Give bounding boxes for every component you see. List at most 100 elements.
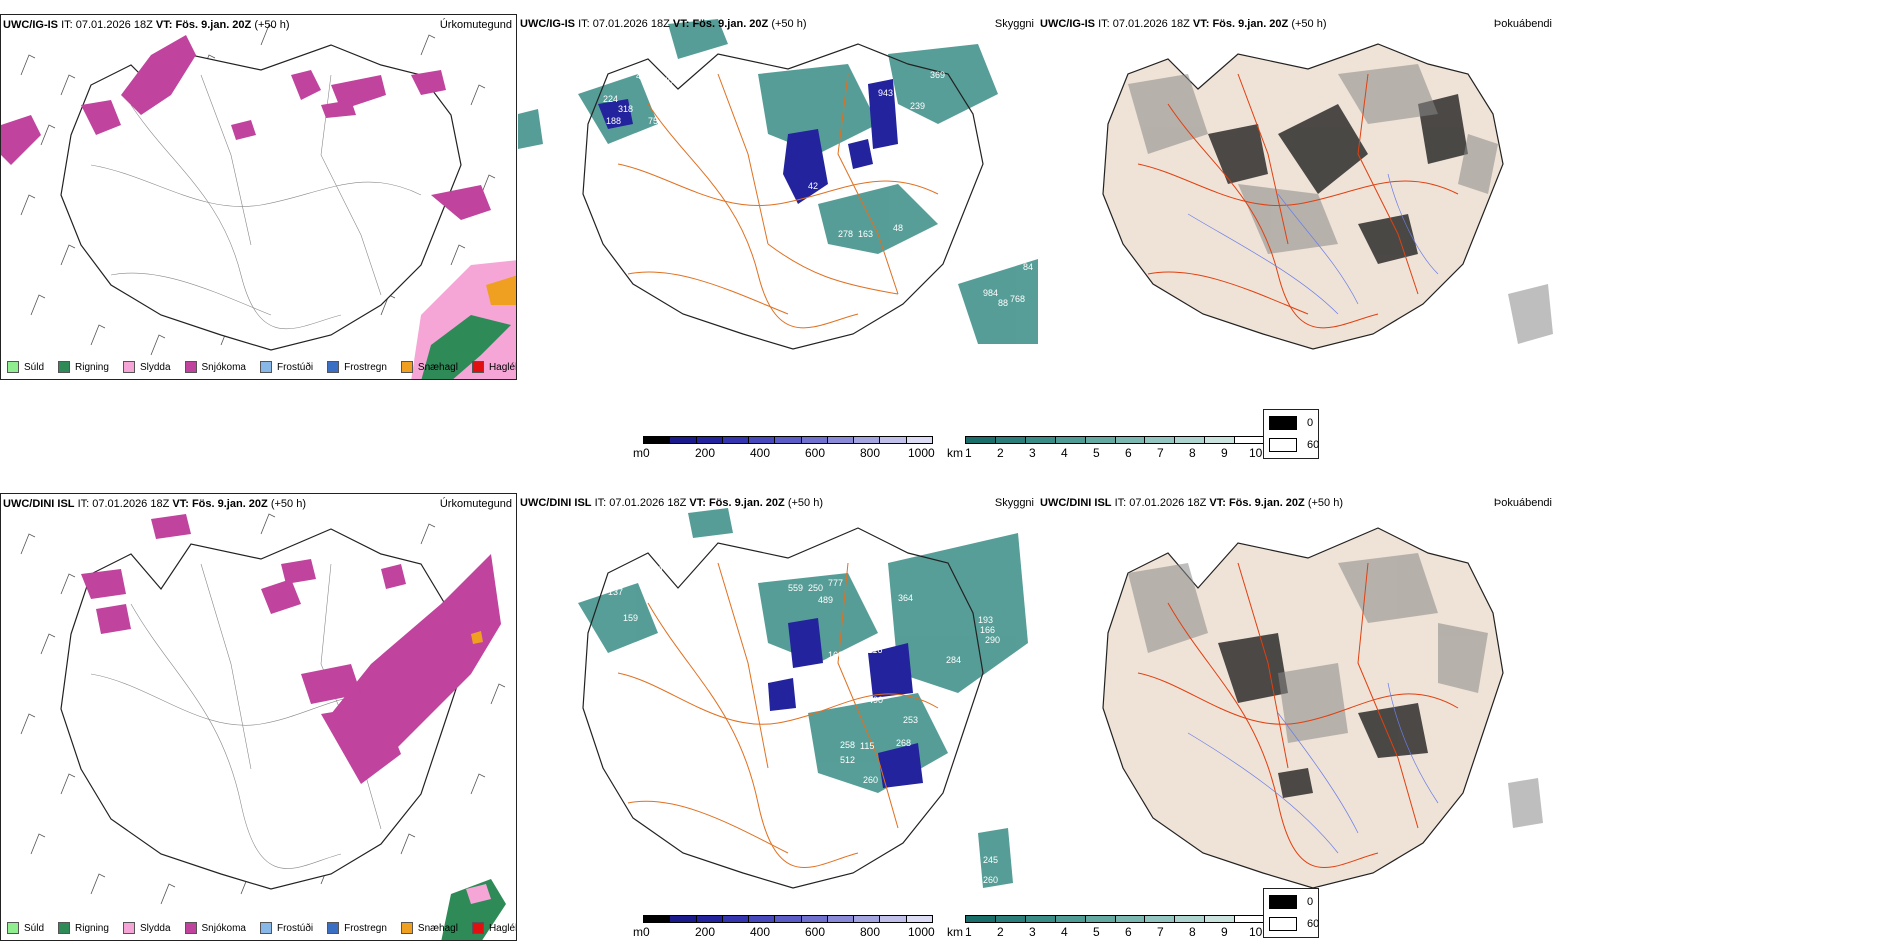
legend-item: Snæhagl xyxy=(400,922,458,934)
precip-legend-top: Súld Rigning Slydda Snjókoma Frostúði Fr… xyxy=(7,361,516,373)
iceland-outline xyxy=(60,528,462,890)
precip-param-top: Úrkomutegund xyxy=(439,19,512,31)
legend-item: Súld xyxy=(7,361,44,373)
map-label: 239 xyxy=(910,101,925,111)
height-unit: m xyxy=(633,446,643,460)
cloud-tick: 5 xyxy=(1093,925,1100,939)
map-label: 235 xyxy=(848,650,863,660)
height-colorbar-bottom: m 0 200 400 600 800 1000 xyxy=(633,915,935,943)
height-tick: 800 xyxy=(860,446,881,460)
legend-swatch-drizzle xyxy=(7,922,19,934)
map-label: 258 xyxy=(840,740,855,750)
legend-item: Frostregn xyxy=(327,922,387,934)
fog-map-top xyxy=(1102,43,1553,350)
map-label: 369 xyxy=(930,70,945,80)
map-label: 559 xyxy=(788,583,803,593)
cloud-base-panel-bottom: 110 137 159 559 250 777 489 364 166 235 … xyxy=(518,493,1038,913)
height-colorbar-top: m 0 200 400 600 800 1000 xyxy=(633,436,935,464)
height-unit: m xyxy=(633,925,643,939)
fog-dark-areas xyxy=(1218,633,1428,798)
map-label: 489 xyxy=(818,595,833,605)
map-label: 42 xyxy=(808,181,818,191)
snow-pellet-area xyxy=(486,275,516,305)
precip-type-map-bottom xyxy=(20,513,506,940)
height-tick: 400 xyxy=(750,446,771,460)
map-label: 115 xyxy=(860,741,874,751)
height-tick: 1000 xyxy=(908,925,935,939)
fog-legend-row: 0 xyxy=(1269,416,1313,430)
cloud-tick: 7 xyxy=(1157,446,1164,460)
cloud-areas xyxy=(578,508,1028,888)
map-label: 490 xyxy=(868,695,883,705)
map-label: 768 xyxy=(1010,294,1025,304)
map-label: 110 xyxy=(648,565,662,575)
low-cloud-areas xyxy=(598,79,898,204)
precip-legend-bottom: Súld Rigning Slydda Snjókoma Frostúði Fr… xyxy=(7,922,516,934)
legend-item: Súld xyxy=(7,922,44,934)
map-label: 253 xyxy=(903,715,918,725)
cloud-base-map-top: 492 140 224 318 188 75 98 943 369 239 42… xyxy=(518,19,1038,350)
fog-legend-bottom: 0 60 xyxy=(1263,888,1319,938)
map-label: 163 xyxy=(858,229,873,239)
height-colorbar-strip xyxy=(643,915,933,923)
map-label: 224 xyxy=(603,94,618,104)
cloud-tick: 7 xyxy=(1157,925,1164,939)
legend-item: Snjókoma xyxy=(184,922,246,934)
legend-swatch-hail xyxy=(471,922,484,934)
map-label: 260 xyxy=(983,875,998,885)
map-label: 777 xyxy=(828,578,843,588)
sleet-area xyxy=(466,884,491,904)
snow-areas xyxy=(1,35,491,220)
map-label: 166 xyxy=(828,650,843,660)
map-label: 193 xyxy=(978,615,993,625)
iceland-outline xyxy=(582,43,984,350)
height-tick: 0 xyxy=(643,446,650,460)
cloud-base-labels: 492 140 224 318 188 75 98 943 369 239 42… xyxy=(603,70,1033,308)
fog-title-top: UWC/IG-IS IT: 07.01.2026 18Z VT: Fös. 9.… xyxy=(1040,18,1327,30)
map-label: 48 xyxy=(893,223,903,233)
cloud-base-map-bottom: 110 137 159 559 250 777 489 364 166 235 … xyxy=(578,508,1028,889)
legend-item: Haglél xyxy=(471,361,516,373)
cloud-tick: 9 xyxy=(1221,446,1228,460)
cloud-tick: 3 xyxy=(1029,446,1036,460)
fog-param-bottom: Þokuábendi xyxy=(1493,497,1552,509)
map-label: 512 xyxy=(840,755,855,765)
map-label: 984 xyxy=(983,288,998,298)
cloud-unit: km xyxy=(947,925,963,939)
legend-swatch-snow xyxy=(184,361,197,373)
precip-type-panel-bottom: UWC/DINI ISL IT: 07.01.2026 18Z VT: Fös.… xyxy=(0,493,517,941)
cloud-base-labels: 110 137 159 559 250 777 489 364 166 235 … xyxy=(608,565,1000,885)
precip-title-top: UWC/IG-IS IT: 07.01.2026 18Z VT: Fös. 9.… xyxy=(3,19,290,31)
cloud-tick: 1 xyxy=(965,925,972,939)
road-network xyxy=(617,73,939,329)
height-tick: 200 xyxy=(695,446,716,460)
map-label: 116 xyxy=(868,645,882,655)
cloud-tick: 6 xyxy=(1125,446,1132,460)
cloud-tick: 9 xyxy=(1221,925,1228,939)
legend-item: Frostregn xyxy=(327,361,387,373)
fog-gray-areas xyxy=(1128,64,1553,344)
map-label: 268 xyxy=(896,738,911,748)
iceland-outline xyxy=(60,44,462,351)
cloud-tick: 4 xyxy=(1061,446,1068,460)
road-network xyxy=(617,562,939,868)
height-tick: 600 xyxy=(805,446,826,460)
height-tick: 800 xyxy=(860,925,881,939)
cloud-colorbar-strip xyxy=(965,436,1265,444)
cloud-tick: 10 xyxy=(1249,446,1263,460)
fog-legend-row: 60 xyxy=(1269,438,1319,452)
cloud-tick: 10 xyxy=(1249,925,1263,939)
legend-swatch-rain xyxy=(58,922,71,934)
rain-area xyxy=(441,879,506,940)
map-label: 284 xyxy=(946,655,961,665)
cloud-tick: 6 xyxy=(1125,925,1132,939)
legend-item: Snjókoma xyxy=(184,361,246,373)
height-tick: 1000 xyxy=(908,446,935,460)
map-label: 245 xyxy=(983,855,998,865)
low-cloud-areas xyxy=(768,618,923,788)
precip-title-bottom: UWC/DINI ISL IT: 07.01.2026 18Z VT: Fös.… xyxy=(3,498,306,510)
cloud-tick: 5 xyxy=(1093,446,1100,460)
legend-swatch-sleet xyxy=(122,922,135,934)
map-label: 364 xyxy=(898,593,913,603)
road-network xyxy=(1137,562,1459,868)
